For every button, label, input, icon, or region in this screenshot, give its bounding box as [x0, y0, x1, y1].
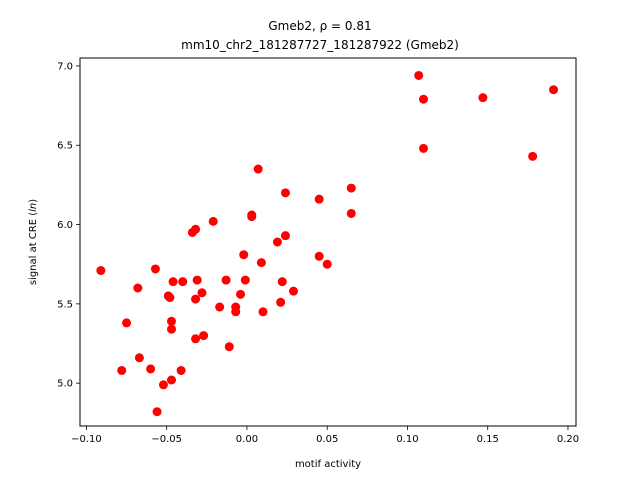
y-tick-label: 6.0 — [57, 220, 73, 231]
y-tick-label: 5.0 — [57, 379, 73, 390]
data-point — [191, 334, 201, 344]
data-point — [134, 353, 144, 363]
data-point — [224, 342, 234, 352]
data-point — [253, 164, 263, 174]
data-point — [280, 188, 290, 198]
data-point — [167, 324, 176, 334]
data-point — [528, 151, 538, 161]
data-point — [192, 275, 202, 285]
data-point — [168, 277, 178, 287]
data-points — [96, 70, 559, 417]
data-point — [167, 316, 176, 326]
x-tick-label: −0.05 — [151, 434, 182, 445]
data-point — [272, 237, 282, 247]
data-point — [152, 407, 162, 417]
x-tick-label: 0.20 — [557, 434, 579, 445]
data-point — [176, 365, 186, 375]
data-point — [280, 231, 290, 241]
data-point — [165, 293, 175, 303]
x-tick-label: 0.05 — [316, 434, 338, 445]
data-point — [314, 194, 324, 204]
data-point — [276, 297, 286, 307]
data-point — [191, 294, 201, 304]
data-point — [197, 288, 207, 298]
data-point — [240, 275, 250, 285]
data-point — [236, 289, 246, 299]
x-axis-label: motif activity — [295, 459, 361, 470]
data-point — [256, 258, 266, 268]
data-point — [117, 365, 127, 375]
chart-title-line1: Gmeb2, ρ = 0.81 — [268, 19, 371, 33]
data-point — [239, 250, 249, 260]
data-point — [314, 251, 324, 261]
y-tick-label: 7.0 — [57, 61, 73, 72]
data-point — [146, 364, 156, 374]
data-point — [178, 277, 188, 287]
data-point — [346, 208, 356, 218]
data-point — [322, 259, 332, 269]
data-point — [346, 183, 356, 193]
data-point — [150, 264, 160, 274]
data-point — [158, 380, 168, 390]
data-point — [167, 375, 176, 385]
y-axis-label: signal at CRE (ln) — [28, 199, 39, 285]
data-point — [122, 318, 132, 328]
x-tick-label: −0.10 — [71, 434, 102, 445]
data-point — [419, 94, 429, 104]
x-tick-label: 0.10 — [396, 434, 418, 445]
data-point — [277, 277, 287, 287]
x-tick-label: 0.00 — [236, 434, 258, 445]
data-point — [414, 70, 424, 80]
data-point — [288, 286, 298, 296]
data-point — [258, 307, 268, 317]
data-point — [133, 283, 143, 293]
data-point — [199, 331, 209, 341]
y-axis-ticks: 5.0 5.5 6.0 6.5 7.0 — [57, 61, 80, 390]
x-axis-ticks: −0.10 −0.05 0.00 0.05 0.10 0.15 0.20 — [71, 426, 579, 445]
data-point — [191, 224, 201, 234]
data-point — [478, 93, 488, 103]
y-tick-label: 5.5 — [57, 299, 73, 310]
data-point — [247, 212, 257, 222]
plot-area-frame — [79, 57, 577, 427]
data-point — [419, 143, 429, 153]
y-tick-label: 6.5 — [57, 141, 73, 152]
data-point — [231, 307, 241, 317]
data-point — [549, 85, 559, 95]
x-tick-label: 0.15 — [477, 434, 499, 445]
data-point — [208, 216, 218, 226]
data-point — [215, 302, 225, 312]
data-point — [221, 275, 231, 285]
chart-title-line2: mm10_chr2_181287727_181287922 (Gmeb2) — [181, 38, 459, 52]
data-point — [96, 266, 106, 276]
